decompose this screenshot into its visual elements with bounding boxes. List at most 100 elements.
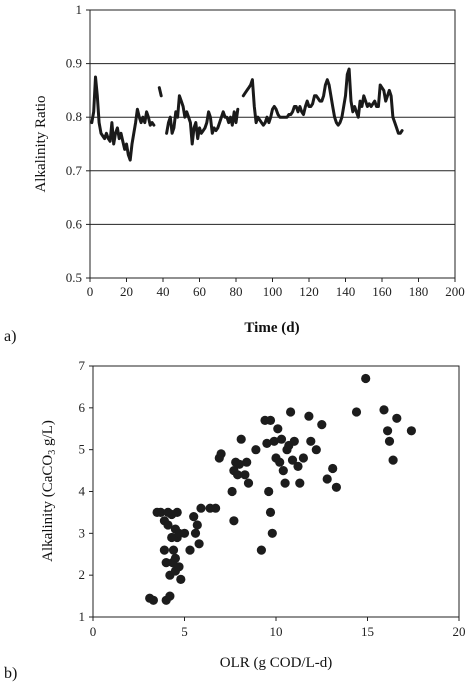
scatter-point bbox=[234, 459, 244, 469]
panel-a-x-tick-label: 120 bbox=[299, 284, 319, 299]
panel-b-x-tick-label: 15 bbox=[361, 624, 374, 639]
panel-b-y-tick-label: 6 bbox=[79, 400, 86, 415]
panel-b-y-label-unit: g/L) bbox=[40, 420, 56, 450]
scatter-point bbox=[163, 520, 173, 530]
scatter-point bbox=[256, 545, 266, 555]
scatter-point bbox=[179, 528, 190, 538]
panel-a-x-tick-label: 140 bbox=[336, 284, 356, 299]
panel-a-x-tick-label: 180 bbox=[409, 284, 429, 299]
panel-a-y-tick-label: 0.6 bbox=[66, 216, 83, 231]
panel-a-x-tick-label: 20 bbox=[120, 284, 133, 299]
panel-b-y-tick-label: 5 bbox=[79, 442, 86, 457]
scatter-point bbox=[322, 474, 332, 484]
panel-a-x-tick-label: 200 bbox=[445, 284, 465, 299]
scatter-point bbox=[264, 486, 274, 497]
panel-a-x-tick-label: 80 bbox=[230, 284, 243, 299]
scatter-point bbox=[170, 553, 180, 564]
scatter-point bbox=[159, 545, 169, 555]
panel-b-y-tick-label: 4 bbox=[79, 484, 86, 499]
panel-a-y-tick-label: 0.7 bbox=[66, 163, 83, 178]
scatter-point bbox=[361, 373, 371, 384]
panel-a-y-tick-label: 1 bbox=[76, 2, 83, 17]
scatter-point bbox=[273, 424, 283, 434]
alkalinity-ratio-line bbox=[241, 67, 404, 135]
scatter-point bbox=[295, 478, 305, 488]
panel-a-x-tick-label: 0 bbox=[87, 284, 94, 299]
alkalinity-ratio-line bbox=[165, 94, 240, 146]
scatter-point bbox=[168, 545, 179, 555]
panel-b-label: b) bbox=[4, 665, 17, 682]
scatter-point bbox=[196, 503, 206, 513]
scatter-point bbox=[392, 413, 402, 423]
panel-b-x-tick-label: 5 bbox=[181, 624, 188, 639]
scatter-point bbox=[189, 511, 199, 522]
panel-b-x-tick-label: 10 bbox=[270, 624, 283, 639]
alkalinity-ratio-line bbox=[90, 75, 156, 162]
scatter-point bbox=[216, 449, 226, 459]
panel-b-plot-frame bbox=[92, 365, 460, 618]
scatter-point bbox=[298, 453, 308, 463]
panel-a-y-tick-label: 0.9 bbox=[66, 56, 82, 71]
panel-b-y-tick-label: 2 bbox=[79, 567, 86, 582]
scatter-point bbox=[269, 436, 279, 446]
scatter-point bbox=[383, 426, 393, 436]
scatter-point bbox=[276, 434, 287, 444]
scatter-point bbox=[293, 461, 303, 471]
scatter-point bbox=[311, 445, 321, 455]
scatter-point bbox=[267, 528, 277, 538]
scatter-point bbox=[190, 528, 201, 538]
scatter-point bbox=[148, 595, 158, 605]
panel-b-x-tick-label: 20 bbox=[453, 624, 466, 639]
scatter-point bbox=[275, 457, 285, 467]
scatter-point bbox=[306, 436, 316, 446]
panel-b-x-tick-label: 0 bbox=[90, 624, 97, 639]
panel-a-x-axis-label: Time (d) bbox=[244, 320, 299, 336]
scatter-point bbox=[351, 407, 362, 417]
scatter-point bbox=[243, 478, 254, 488]
scatter-point bbox=[229, 516, 239, 526]
scatter-point bbox=[331, 482, 341, 492]
scatter-point bbox=[286, 407, 296, 417]
scatter-point bbox=[278, 466, 288, 476]
panel-a-label: a) bbox=[4, 328, 16, 345]
scatter-point bbox=[265, 507, 276, 517]
scatter-point bbox=[174, 562, 184, 572]
scatter-point bbox=[289, 436, 299, 446]
scatter-point bbox=[227, 486, 237, 497]
scatter-point bbox=[265, 415, 276, 425]
scatter-point bbox=[185, 545, 195, 555]
panel-b-y-tick-label: 1 bbox=[79, 609, 86, 624]
panel-a-x-tick-label: 100 bbox=[263, 284, 283, 299]
scatter-point bbox=[262, 438, 272, 448]
panel-a-line-chart: 0.5 0.6 0.7 0.8 0.9 1 0 20 40 60 80 100 120 140 160 18… bbox=[4, 2, 465, 345]
panel-a-x-tick-label: 40 bbox=[157, 284, 170, 299]
scatter-point bbox=[384, 436, 395, 446]
scatter-point bbox=[304, 411, 314, 421]
scatter-point bbox=[280, 478, 290, 488]
scatter-point bbox=[328, 463, 338, 474]
panel-a-y-tick-label: 0.8 bbox=[66, 109, 82, 124]
panel-b-y-tick-label: 7 bbox=[79, 358, 86, 373]
panel-a-x-tick-label: 60 bbox=[193, 284, 206, 299]
panel-b-y-label-main: Alkalinity (CaCO bbox=[40, 455, 56, 562]
scatter-point bbox=[236, 434, 246, 444]
scatter-point bbox=[251, 445, 261, 455]
panel-a-y-tick-label: 0.5 bbox=[66, 270, 82, 285]
scatter-point bbox=[172, 507, 182, 517]
panel-a-x-tick-label: 160 bbox=[372, 284, 392, 299]
scatter-point bbox=[156, 507, 166, 517]
scatter-point bbox=[192, 520, 202, 530]
scatter-point bbox=[240, 470, 250, 480]
panel-b-x-axis-label: OLR (g COD/L-d) bbox=[220, 655, 333, 671]
scatter-point bbox=[242, 457, 252, 467]
scatter-point bbox=[176, 574, 186, 585]
scatter-point bbox=[165, 591, 175, 601]
panel-a-plot-frame bbox=[89, 9, 456, 279]
panel-b-y-label-subscript: 3 bbox=[47, 450, 58, 455]
panel-b-y-axis-label: Alkalinity (CaCO3 g/L) bbox=[40, 420, 58, 562]
scatter-point bbox=[233, 470, 243, 480]
scatter-point bbox=[211, 503, 221, 513]
scatter-point bbox=[406, 426, 416, 436]
